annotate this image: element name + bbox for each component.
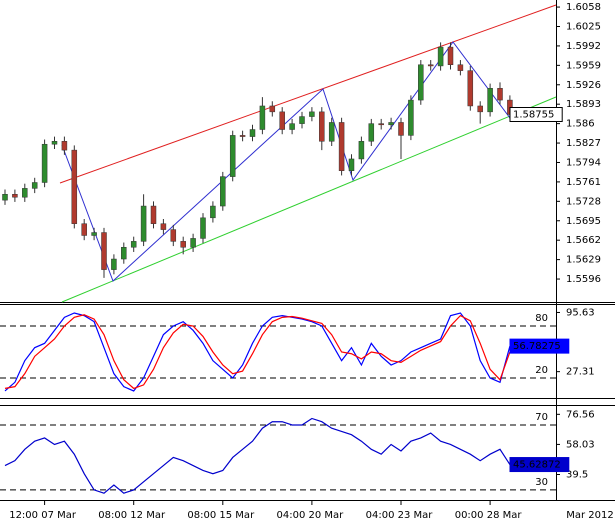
candle-body: [121, 247, 127, 260]
candle-body: [388, 122, 394, 126]
candle-body: [427, 64, 434, 67]
candle-body: [457, 64, 464, 71]
candle-body: [467, 70, 474, 107]
candle-body: [12, 194, 18, 198]
y-tick-label: 1.5662: [566, 235, 601, 246]
y-tick-label: 1.6058: [566, 2, 601, 13]
last-value-label: 56.78275: [513, 341, 561, 352]
x-tick-label: 00:00 28 Mar: [455, 510, 523, 521]
channel-lower: [61, 96, 557, 303]
candle-body: [358, 141, 365, 160]
candle-body: [160, 223, 167, 230]
candle-body: [220, 176, 226, 207]
x-tick-label: 04:00 23 Mar: [366, 510, 434, 521]
candle-body: [249, 129, 256, 137]
candle-body: [279, 111, 285, 130]
y-tick-label: 1.5695: [566, 216, 601, 227]
level-label: 80: [535, 313, 548, 324]
candle-body: [190, 238, 196, 248]
y-tick-label: 1.5761: [566, 177, 601, 188]
indicator-line: [4, 417, 511, 494]
candle-body: [289, 123, 295, 130]
candle-body: [71, 149, 78, 224]
y-tick-label: 58.03: [566, 439, 595, 450]
candle-body: [101, 232, 107, 270]
candle-body: [229, 135, 236, 177]
y-tick-label: 1.5893: [566, 99, 601, 110]
candle-body: [378, 123, 384, 126]
x-tick-label: 12:00 07 Mar: [9, 510, 77, 521]
y-tick-label: 1.5629: [566, 255, 601, 266]
candle-body: [170, 229, 177, 242]
candle-body: [309, 111, 315, 117]
x-tick-label: 04:00 20 Mar: [277, 510, 345, 521]
candle-body: [200, 217, 206, 239]
candle-body: [2, 194, 8, 201]
candle-body: [180, 241, 186, 248]
level-label: 30: [535, 477, 548, 488]
candle-body: [239, 135, 246, 137]
candle-body: [497, 88, 503, 101]
indicator-line: [4, 314, 511, 390]
candle-body: [51, 141, 58, 145]
y-tick-label: 39.5: [566, 470, 588, 481]
candle-body: [210, 205, 216, 219]
y-tick-label: 1.6025: [566, 21, 601, 32]
y-tick-label: 27.31: [566, 367, 595, 378]
candle-body: [338, 122, 345, 171]
y-tick-label: 1.5992: [566, 41, 601, 52]
y-tick-label: 1.5596: [566, 274, 601, 285]
candle-body: [447, 46, 454, 66]
y-tick-label: 95.63: [566, 307, 595, 318]
candle-body: [31, 182, 38, 189]
candle-body: [408, 99, 414, 136]
candle-body: [418, 64, 424, 101]
y-tick-label: 1.5926: [566, 80, 601, 91]
y-tick-label: 1.5794: [566, 157, 601, 168]
last-value-label: 45.62872: [513, 460, 561, 471]
candle-body: [130, 241, 137, 248]
y-tick-label: 76.56: [566, 409, 595, 420]
x-tick-label: 08:00 12 Mar: [98, 510, 166, 521]
candle-body: [299, 116, 305, 124]
channel-upper: [59, 4, 557, 184]
y-tick-label: 1.5827: [566, 138, 601, 149]
candle-body: [368, 123, 375, 142]
candle-body: [140, 205, 147, 242]
level-label: 70: [535, 412, 548, 423]
x-tick-label: 08:00 15 Mar: [187, 510, 255, 521]
candle-body: [61, 141, 68, 151]
candle-body: [259, 105, 266, 130]
candle-body: [111, 258, 117, 270]
candle-body: [269, 105, 276, 113]
candle-body: [398, 122, 404, 136]
panel-frames: [0, 0, 615, 501]
candle-body: [437, 46, 444, 67]
candle-body: [328, 122, 335, 142]
candle-body: [150, 205, 157, 224]
candle-body: [319, 111, 325, 142]
candle-body: [41, 143, 48, 183]
candle-body: [22, 188, 28, 198]
candle-body: [81, 223, 87, 236]
y-tick-label: 1.5959: [566, 60, 601, 71]
last-value-label: 1.58755: [513, 110, 554, 121]
candle-body: [348, 158, 355, 171]
candle-body: [487, 88, 493, 113]
period-label: Mar 2012: [566, 510, 614, 521]
last-value-box: [509, 107, 563, 123]
last-value-box: [509, 338, 570, 354]
y-tick-label: 1.586: [566, 119, 595, 130]
candle-body: [477, 105, 483, 113]
y-tick-label: 1.5728: [566, 196, 601, 207]
candle-body: [91, 232, 97, 236]
indicator-line: [4, 312, 511, 392]
level-label: 20: [535, 365, 548, 376]
last-value-box: [509, 457, 570, 473]
